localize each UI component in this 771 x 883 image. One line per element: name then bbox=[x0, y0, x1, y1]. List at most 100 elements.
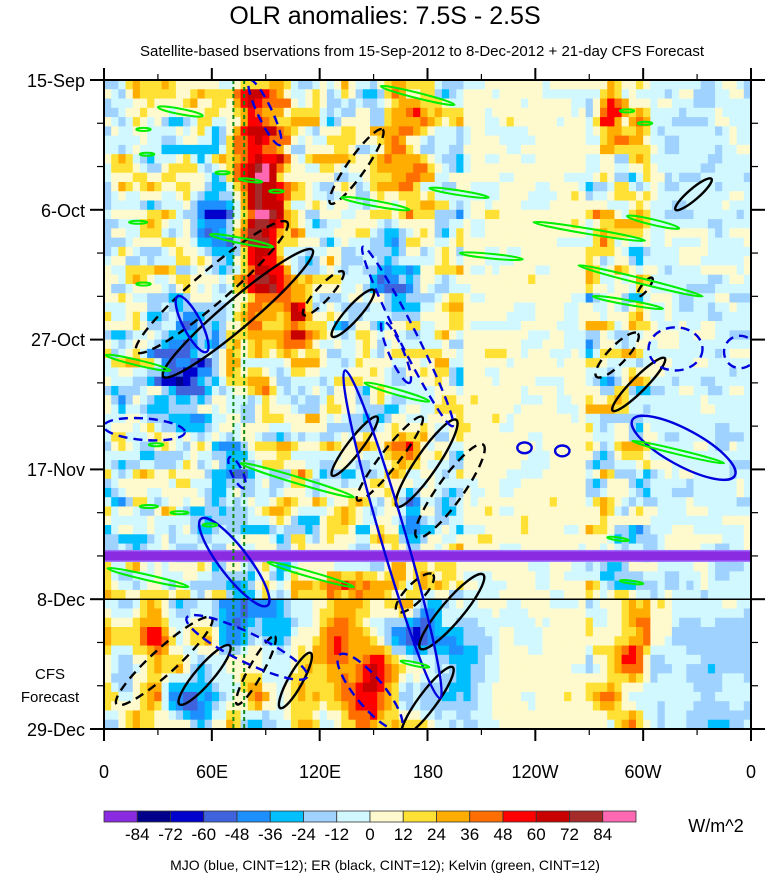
heatmap-cell bbox=[621, 321, 630, 331]
heatmap-cell bbox=[111, 525, 119, 535]
heatmap-cell bbox=[104, 580, 112, 591]
heatmap-cell bbox=[434, 274, 443, 285]
heatmap-cell bbox=[556, 478, 565, 489]
heatmap-cell bbox=[679, 534, 687, 545]
heatmap-cell bbox=[664, 580, 673, 591]
heatmap-cell bbox=[398, 144, 407, 155]
heatmap-cell bbox=[405, 525, 414, 535]
heatmap-cell bbox=[247, 404, 256, 415]
heatmap-cell bbox=[549, 144, 558, 155]
heatmap-cell bbox=[420, 534, 429, 545]
heatmap-cell bbox=[369, 117, 378, 127]
heatmap-cell bbox=[348, 80, 357, 90]
heatmap-cell bbox=[398, 413, 407, 424]
heatmap-cell bbox=[700, 135, 709, 146]
heatmap-cell bbox=[312, 562, 321, 572]
heatmap-cell bbox=[413, 283, 421, 294]
heatmap-cell bbox=[183, 274, 191, 285]
heatmap-cell bbox=[125, 376, 134, 387]
heatmap-cell bbox=[607, 302, 616, 313]
heatmap-cell bbox=[621, 478, 630, 489]
heatmap-cell bbox=[506, 478, 515, 489]
heatmap-cell bbox=[204, 515, 213, 526]
heatmap-cell bbox=[571, 228, 580, 239]
heatmap-cell bbox=[104, 246, 112, 257]
heatmap-cell bbox=[276, 181, 285, 192]
heatmap-cell bbox=[499, 506, 508, 517]
heatmap-cell bbox=[269, 506, 278, 517]
heatmap-cell bbox=[219, 219, 227, 229]
heatmap-cell bbox=[362, 404, 371, 415]
heatmap-cell bbox=[139, 163, 148, 174]
heatmap-cell bbox=[715, 265, 723, 276]
heatmap-cell bbox=[614, 172, 623, 183]
heatmap-cell bbox=[578, 487, 587, 498]
heatmap-cell bbox=[700, 191, 709, 202]
heatmap-cell bbox=[485, 237, 493, 248]
heatmap-cell bbox=[635, 237, 644, 248]
heatmap-cell bbox=[463, 256, 472, 267]
heatmap-cell bbox=[125, 293, 134, 304]
heatmap-cell bbox=[233, 339, 242, 350]
heatmap-cell bbox=[571, 460, 580, 470]
heatmap-cell bbox=[492, 209, 500, 220]
heatmap-cell bbox=[254, 246, 263, 257]
heatmap-cell bbox=[298, 562, 306, 572]
heatmap-cell bbox=[305, 191, 314, 202]
heatmap-cell bbox=[499, 89, 508, 100]
heatmap-cell bbox=[542, 330, 551, 341]
heatmap-cell bbox=[197, 413, 206, 424]
heatmap-cell bbox=[715, 543, 723, 554]
heatmap-cell bbox=[362, 367, 371, 378]
heatmap-cell bbox=[715, 450, 723, 461]
heatmap-cell bbox=[628, 144, 637, 155]
heatmap-cell bbox=[334, 283, 342, 294]
heatmap-cell bbox=[449, 135, 457, 146]
heatmap-cell bbox=[190, 543, 199, 554]
heatmap-cell bbox=[183, 450, 191, 461]
heatmap-cell bbox=[211, 450, 220, 461]
heatmap-cell bbox=[441, 562, 450, 572]
heatmap-cell bbox=[671, 497, 680, 508]
heatmap-cell bbox=[650, 107, 659, 118]
heatmap-cell bbox=[743, 423, 751, 433]
heatmap-cell bbox=[485, 432, 493, 443]
heatmap-cell bbox=[369, 395, 378, 406]
heatmap-cell bbox=[348, 302, 357, 313]
heatmap-cell bbox=[362, 478, 371, 489]
heatmap-cell bbox=[635, 413, 644, 424]
heatmap-cell bbox=[485, 534, 493, 545]
heatmap-cell bbox=[420, 126, 429, 137]
heatmap-cell bbox=[362, 525, 371, 535]
heatmap-cell bbox=[254, 376, 263, 387]
heatmap-cell bbox=[161, 144, 170, 155]
heatmap-cell bbox=[391, 441, 400, 452]
heatmap-cell bbox=[204, 525, 213, 535]
heatmap-cell bbox=[190, 497, 199, 508]
heatmap-cell bbox=[485, 515, 493, 526]
heatmap-cell bbox=[628, 98, 637, 109]
heatmap-cell bbox=[175, 126, 184, 137]
heatmap-cell bbox=[700, 413, 709, 424]
heatmap-cell bbox=[528, 302, 536, 313]
heatmap-cell bbox=[319, 321, 328, 331]
heatmap-cell bbox=[226, 423, 234, 433]
heatmap-cell bbox=[700, 117, 709, 127]
heatmap-cell bbox=[463, 321, 472, 331]
heatmap-cell bbox=[104, 432, 112, 443]
heatmap-cell bbox=[175, 228, 184, 239]
heatmap-cell bbox=[693, 534, 702, 545]
heatmap-cell bbox=[743, 339, 751, 350]
heatmap-cell bbox=[154, 80, 163, 90]
heatmap-cell bbox=[405, 311, 414, 322]
heatmap-cell bbox=[556, 423, 565, 433]
heatmap-cell bbox=[621, 302, 630, 313]
heatmap-cell bbox=[441, 126, 450, 137]
heatmap-cell bbox=[441, 80, 450, 90]
heatmap-cell bbox=[506, 321, 515, 331]
heatmap-cell bbox=[715, 571, 723, 582]
heatmap-cell bbox=[190, 423, 199, 433]
heatmap-cell bbox=[139, 423, 148, 433]
heatmap-cell bbox=[341, 172, 350, 183]
heatmap-cell bbox=[377, 163, 385, 174]
